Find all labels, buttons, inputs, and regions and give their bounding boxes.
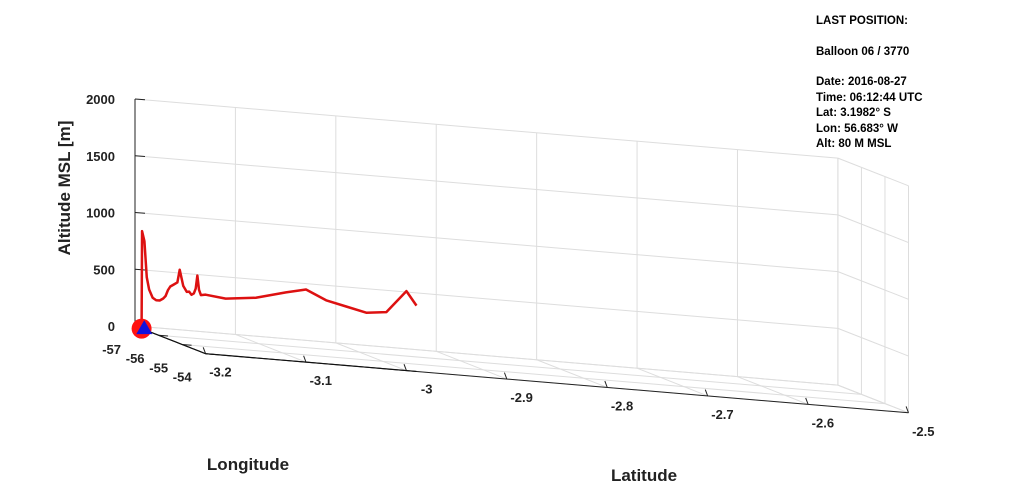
y-tick-mark (303, 355, 307, 363)
z-tick-label: 1000 (86, 206, 115, 221)
y-tick-label: -3.1 (310, 373, 332, 388)
grid-line (158, 334, 862, 395)
date-value: Date: 2016-08-27 (816, 76, 907, 88)
y-tick-label: -3.2 (209, 365, 231, 380)
x-axis-label: Longitude (207, 455, 289, 474)
y-tick-mark (403, 364, 407, 371)
z-tick-mark (134, 212, 146, 214)
grid-line (837, 384, 909, 414)
last-position-panel: LAST POSITION: Balloon 06 / 3770 Date: 2… (816, 14, 1016, 153)
grid-line (134, 98, 838, 159)
y-tick-mark (503, 372, 508, 380)
y-axis-label: Latitude (611, 466, 677, 485)
x-tick-label: -57 (102, 342, 121, 357)
y-tick-label: -2.9 (510, 390, 532, 405)
y-tick-label: -2.5 (912, 424, 934, 439)
y-tick-mark (704, 389, 709, 397)
z-axis-label: Altitude MSL [m] (55, 121, 74, 256)
x-tick-label: -56 (126, 351, 145, 366)
ground-track-line (141, 328, 417, 373)
y-tick-mark (604, 380, 608, 388)
grid-line (737, 376, 809, 405)
grid-line (134, 155, 838, 216)
tick-labels: 0 500 1000 1500 2000 -57 -56 -55 -54 -3.2 -3.1 -3 -2… (86, 92, 934, 439)
flight-track-line (140, 229, 418, 329)
grid-line (134, 268, 838, 329)
grid-line (837, 214, 909, 244)
grid-line (182, 343, 886, 405)
z-tick-label: 1500 (86, 149, 115, 164)
grid-line (335, 342, 407, 372)
grid-line (436, 350, 508, 380)
grid-line (837, 327, 909, 357)
x-tick-label: -54 (173, 370, 193, 385)
z-tick-mark (134, 98, 146, 101)
z-tick-label: 0 (108, 319, 115, 334)
z-tick-mark (134, 155, 146, 158)
z-tick-mark (134, 268, 146, 271)
y-tick-label: -3 (421, 382, 433, 397)
lon-value: Lon: 56.683° W (816, 122, 898, 135)
marker-layer (131, 318, 153, 339)
y-tick-mark (202, 347, 207, 354)
panel-heading: LAST POSITION: (816, 15, 908, 27)
grid-line (837, 157, 909, 187)
grid-line (235, 333, 307, 363)
flight-track-layer (140, 229, 418, 329)
time-value: Time: 06:12:44 UTC (816, 91, 923, 104)
y-tick-mark (905, 406, 909, 413)
y-tick-label: -2.7 (711, 407, 733, 422)
grid-line (134, 212, 838, 273)
z-tick-label: 2000 (86, 92, 115, 107)
lat-value: Lat: 3.1982° S (816, 107, 891, 119)
y-tick-label: -2.8 (611, 398, 633, 413)
y-tick-mark (805, 397, 809, 405)
grid-line (636, 367, 708, 397)
last-position-marker (136, 320, 153, 335)
balloon-id: Balloon 06 / 3770 (816, 45, 910, 58)
z-tick-label: 500 (93, 262, 115, 277)
ground-track-layer (141, 328, 417, 373)
grid-line (134, 325, 838, 386)
chart-grid (134, 98, 909, 414)
alt-value: Alt: 80 M MSL (816, 138, 892, 150)
y-tick-label: -2.6 (812, 415, 834, 430)
x-tick-label: -55 (149, 360, 168, 375)
grid-line (536, 359, 608, 388)
grid-line (837, 271, 909, 300)
